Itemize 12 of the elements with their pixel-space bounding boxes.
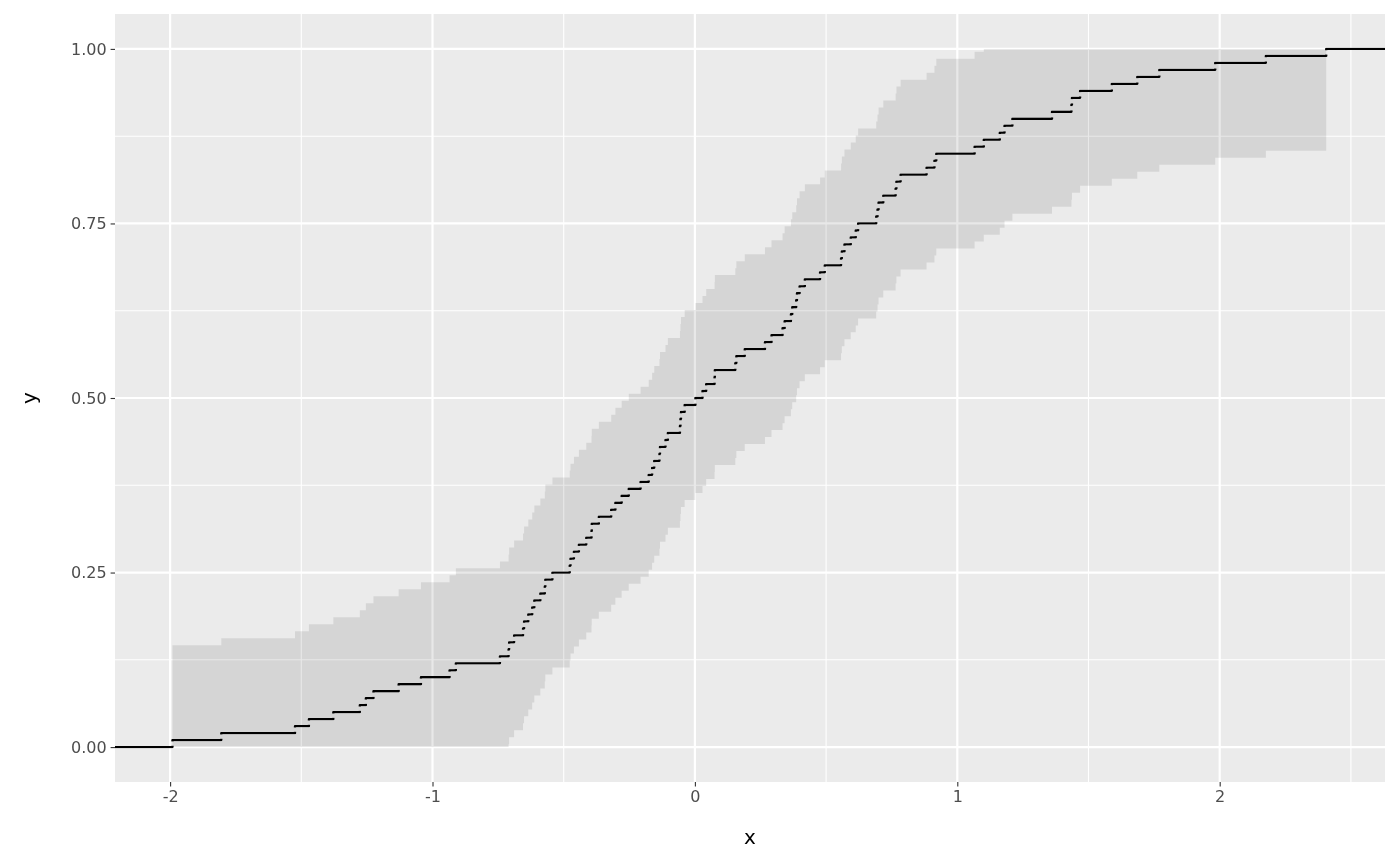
y-tick-label: 1.00 [70, 39, 107, 59]
x-tick-label: 2 [1215, 786, 1226, 806]
x-tick-label: 1 [952, 786, 963, 806]
y-axis-title: y [17, 391, 41, 404]
y-tick-label: 0.25 [70, 563, 107, 583]
x-tick-label: 0 [690, 786, 701, 806]
y-tick-label: 0.50 [70, 388, 107, 408]
x-axis-title: x [744, 825, 757, 849]
y-tick-label: 0.75 [70, 214, 107, 234]
x-tick-label: -1 [425, 786, 441, 806]
x-tick-label: -2 [162, 786, 179, 806]
y-tick-label: 0.00 [70, 737, 107, 757]
